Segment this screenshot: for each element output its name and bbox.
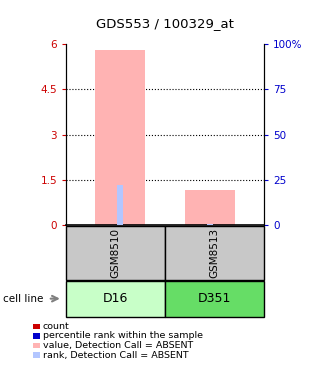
Bar: [185, 190, 235, 225]
Text: count: count: [43, 322, 70, 331]
Text: cell line: cell line: [3, 294, 44, 304]
Text: GSM8513: GSM8513: [210, 228, 219, 278]
Text: GDS553 / 100329_at: GDS553 / 100329_at: [96, 17, 234, 30]
Text: D351: D351: [198, 292, 231, 305]
Text: rank, Detection Call = ABSENT: rank, Detection Call = ABSENT: [43, 351, 188, 359]
Bar: [95, 50, 145, 225]
Text: percentile rank within the sample: percentile rank within the sample: [43, 332, 203, 340]
Text: value, Detection Call = ABSENT: value, Detection Call = ABSENT: [43, 341, 193, 350]
Bar: [117, 185, 123, 225]
Text: GSM8510: GSM8510: [111, 228, 120, 278]
Bar: [207, 224, 213, 225]
Text: D16: D16: [103, 292, 128, 305]
